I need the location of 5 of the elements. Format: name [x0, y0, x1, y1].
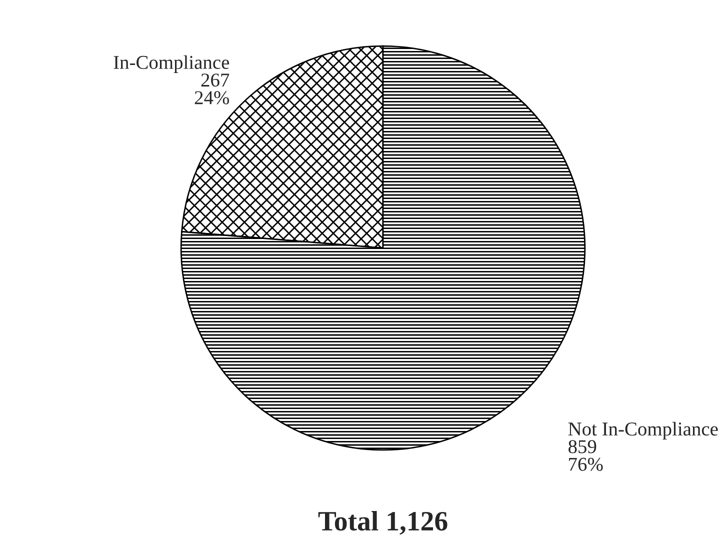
- slice-label: In-Compliance: [114, 55, 230, 73]
- data-label: 267 24%: [194, 74, 230, 104]
- slice-label: Not In-Compliance: [568, 422, 718, 440]
- text: Total 1,126: [318, 511, 448, 535]
- data-label: 859 76%: [568, 440, 603, 471]
